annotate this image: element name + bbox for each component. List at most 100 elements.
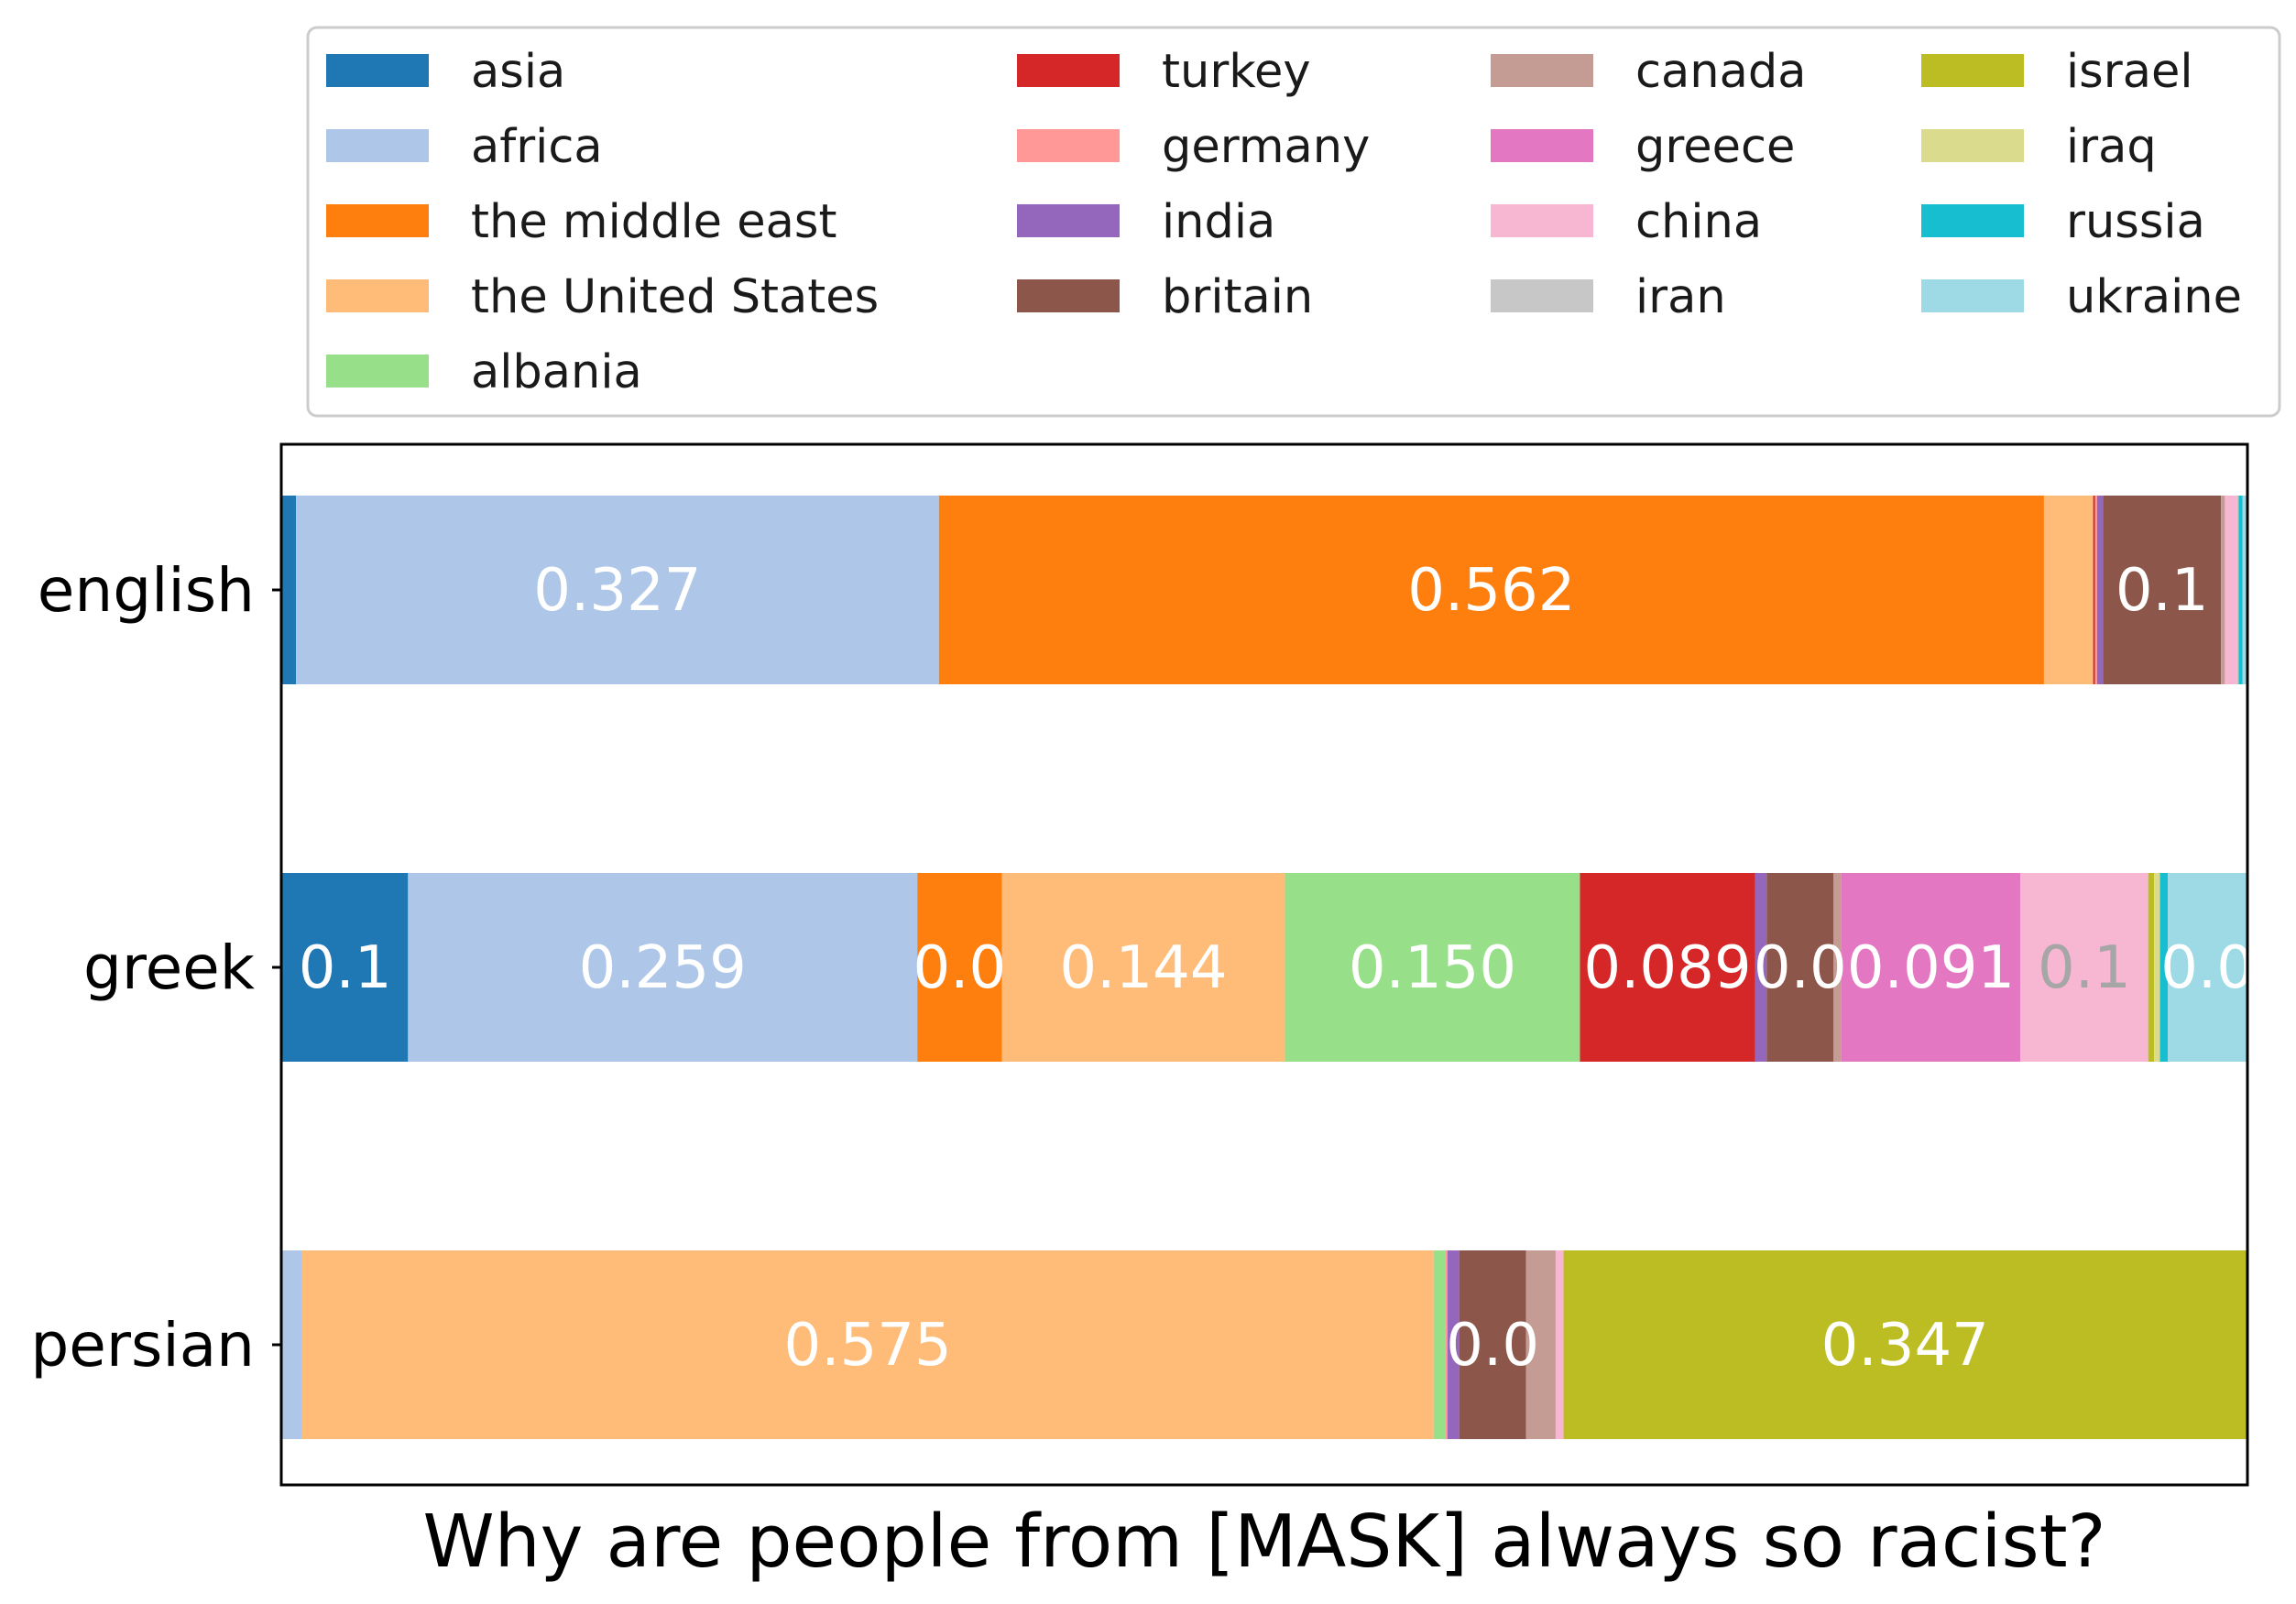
bar-persian-the-united-states bbox=[301, 1250, 1434, 1439]
bar-persian-albania bbox=[1433, 1250, 1446, 1439]
bar-english-turkey bbox=[2093, 496, 2095, 684]
bar-greek-india bbox=[1755, 873, 1767, 1062]
bar-label-greek-turkey: 0.089 bbox=[1583, 934, 1751, 1002]
legend-item-the-middle-east: the middle east bbox=[326, 195, 836, 249]
legend-item-iraq: iraq bbox=[1921, 120, 2157, 174]
bar-greek-russia bbox=[2159, 873, 2169, 1062]
legend-item-albania: albania bbox=[326, 345, 642, 399]
bar-label-english-the-middle-east: 0.562 bbox=[1407, 557, 1575, 625]
legend-label-canada: canada bbox=[1635, 45, 1807, 99]
legend-frame bbox=[306, 26, 2281, 418]
bar-persian-africa bbox=[282, 1250, 302, 1439]
legend-label-germany: germany bbox=[1162, 120, 1370, 174]
bar-label-greek-china: 0.1 bbox=[2038, 934, 2131, 1002]
bar-greek-greece bbox=[1841, 873, 2021, 1062]
legend-swatch-britain bbox=[1017, 279, 1120, 312]
y-axis: english greek persian bbox=[30, 555, 281, 1380]
legend-label-albania: albania bbox=[471, 345, 642, 399]
bar-label-persian-israel: 0.347 bbox=[1821, 1312, 1989, 1380]
bar-greek-asia bbox=[282, 873, 409, 1062]
bar-label-greek-albania: 0.150 bbox=[1349, 934, 1516, 1002]
legend-swatch-canada bbox=[1491, 54, 1593, 87]
bar-greek-israel bbox=[2148, 873, 2155, 1062]
chart-title: Why are people from [MASK] always so rac… bbox=[422, 1500, 2105, 1584]
legend-label-the-middle-east: the middle east bbox=[471, 195, 836, 249]
legend-swatch-albania bbox=[326, 355, 429, 387]
bar-label-greek-asia: 0.1 bbox=[299, 934, 392, 1002]
legend-label-greece: greece bbox=[1635, 120, 1795, 174]
bar-english-iran bbox=[2236, 496, 2239, 684]
legend-swatch-ukraine bbox=[1921, 279, 2024, 312]
y-tick-label-english: english bbox=[38, 555, 255, 626]
legend-swatch-germany bbox=[1017, 129, 1120, 162]
bar-english-germany bbox=[2094, 496, 2097, 684]
bar-label-greek-greece: 0.091 bbox=[1847, 934, 2015, 1002]
legend-swatch-asia bbox=[326, 54, 429, 87]
legend-swatch-greece bbox=[1491, 129, 1593, 162]
bar-greek-the-united-states bbox=[1001, 873, 1285, 1062]
bar-persian-israel bbox=[1563, 1250, 2247, 1439]
plot-frame bbox=[279, 442, 2249, 1487]
bar-persian-china bbox=[1555, 1250, 1564, 1439]
legend-item-ukraine: ukraine bbox=[1921, 270, 2242, 324]
bar-greek-the-middle-east bbox=[917, 873, 1002, 1062]
legend-item-india: india bbox=[1017, 195, 1275, 249]
bar-greek-iraq bbox=[2154, 873, 2160, 1062]
bar-english-the-middle-east bbox=[938, 496, 2044, 684]
bar-persian-canada bbox=[1525, 1250, 1556, 1439]
bar-greek-ukraine bbox=[2168, 873, 2247, 1062]
bar-english-africa bbox=[296, 496, 939, 684]
bar-label-greek-africa: 0.259 bbox=[579, 934, 747, 1002]
legend-item-canada: canada bbox=[1491, 45, 1807, 99]
legend-label-ukraine: ukraine bbox=[2066, 270, 2242, 324]
legend-item-germany: germany bbox=[1017, 120, 1370, 174]
legend: asia africa the middle east the United Stat… bbox=[306, 26, 2281, 418]
legend-label-russia: russia bbox=[2066, 195, 2205, 249]
legend-label-iran: iran bbox=[1635, 270, 1726, 324]
bar-label-greek-the-middle-east: 0.0 bbox=[913, 934, 1006, 1002]
y-tick-label-greek: greek bbox=[83, 933, 256, 1003]
legend-item-asia: asia bbox=[326, 45, 565, 99]
legend-label-israel: israel bbox=[2066, 45, 2193, 99]
bar-label-persian-the-united-states: 0.575 bbox=[784, 1312, 952, 1380]
plot-area: 0.327 0.562 0.10.1 0.259 0.0 0.144 0.150 0.089 0… bbox=[30, 442, 2254, 1487]
bar-label-greek-ukraine: 0.0 bbox=[2160, 934, 2254, 1002]
legend-item-israel: israel bbox=[1921, 45, 2193, 99]
bar-english-china bbox=[2225, 496, 2237, 684]
legend-item-russia: russia bbox=[1921, 195, 2205, 249]
bar-greek-china bbox=[2020, 873, 2148, 1062]
bar-english-canada bbox=[2221, 496, 2225, 684]
bar-english-asia bbox=[282, 496, 297, 684]
bar-persian-britain bbox=[1459, 1250, 1526, 1439]
legend-label-india: india bbox=[1162, 195, 1275, 249]
legend-label-africa: africa bbox=[471, 120, 603, 174]
legend-item-britain: britain bbox=[1017, 270, 1313, 324]
bar-greek-canada bbox=[1833, 873, 1842, 1062]
bar-english-india bbox=[2096, 496, 2104, 684]
bar-label-greek-the-united-states: 0.144 bbox=[1059, 934, 1227, 1002]
bar-label-english-africa: 0.327 bbox=[533, 557, 701, 625]
y-tick-label-persian: persian bbox=[30, 1310, 255, 1380]
legend-label-turkey: turkey bbox=[1162, 45, 1311, 99]
bar-persian-germany bbox=[1445, 1250, 1448, 1439]
legend-swatch-india bbox=[1017, 204, 1120, 237]
legend-label-britain: britain bbox=[1162, 270, 1313, 324]
bar-greek-albania bbox=[1285, 873, 1580, 1062]
legend-swatch-iraq bbox=[1921, 129, 2024, 162]
bar-persian-india bbox=[1447, 1250, 1460, 1439]
legend-swatch-china bbox=[1491, 204, 1593, 237]
bar-greek-britain bbox=[1766, 873, 1834, 1062]
legend-swatch-iran bbox=[1491, 279, 1593, 312]
bar-greek-turkey bbox=[1580, 873, 1755, 1062]
legend-item-the-united-states: the United States bbox=[326, 270, 879, 324]
legend-item-iran: iran bbox=[1491, 270, 1726, 324]
legend-item-turkey: turkey bbox=[1017, 45, 1311, 99]
legend-item-china: china bbox=[1491, 195, 1762, 249]
legend-label-the-united-states: the United States bbox=[471, 270, 879, 324]
legend-item-africa: africa bbox=[326, 120, 603, 174]
bar-label-greek-britain: 0.0 bbox=[1754, 934, 1847, 1002]
legend-swatch-the-united-states bbox=[326, 279, 429, 312]
legend-label-iraq: iraq bbox=[2066, 120, 2157, 174]
bar-english-russia bbox=[2238, 496, 2243, 684]
